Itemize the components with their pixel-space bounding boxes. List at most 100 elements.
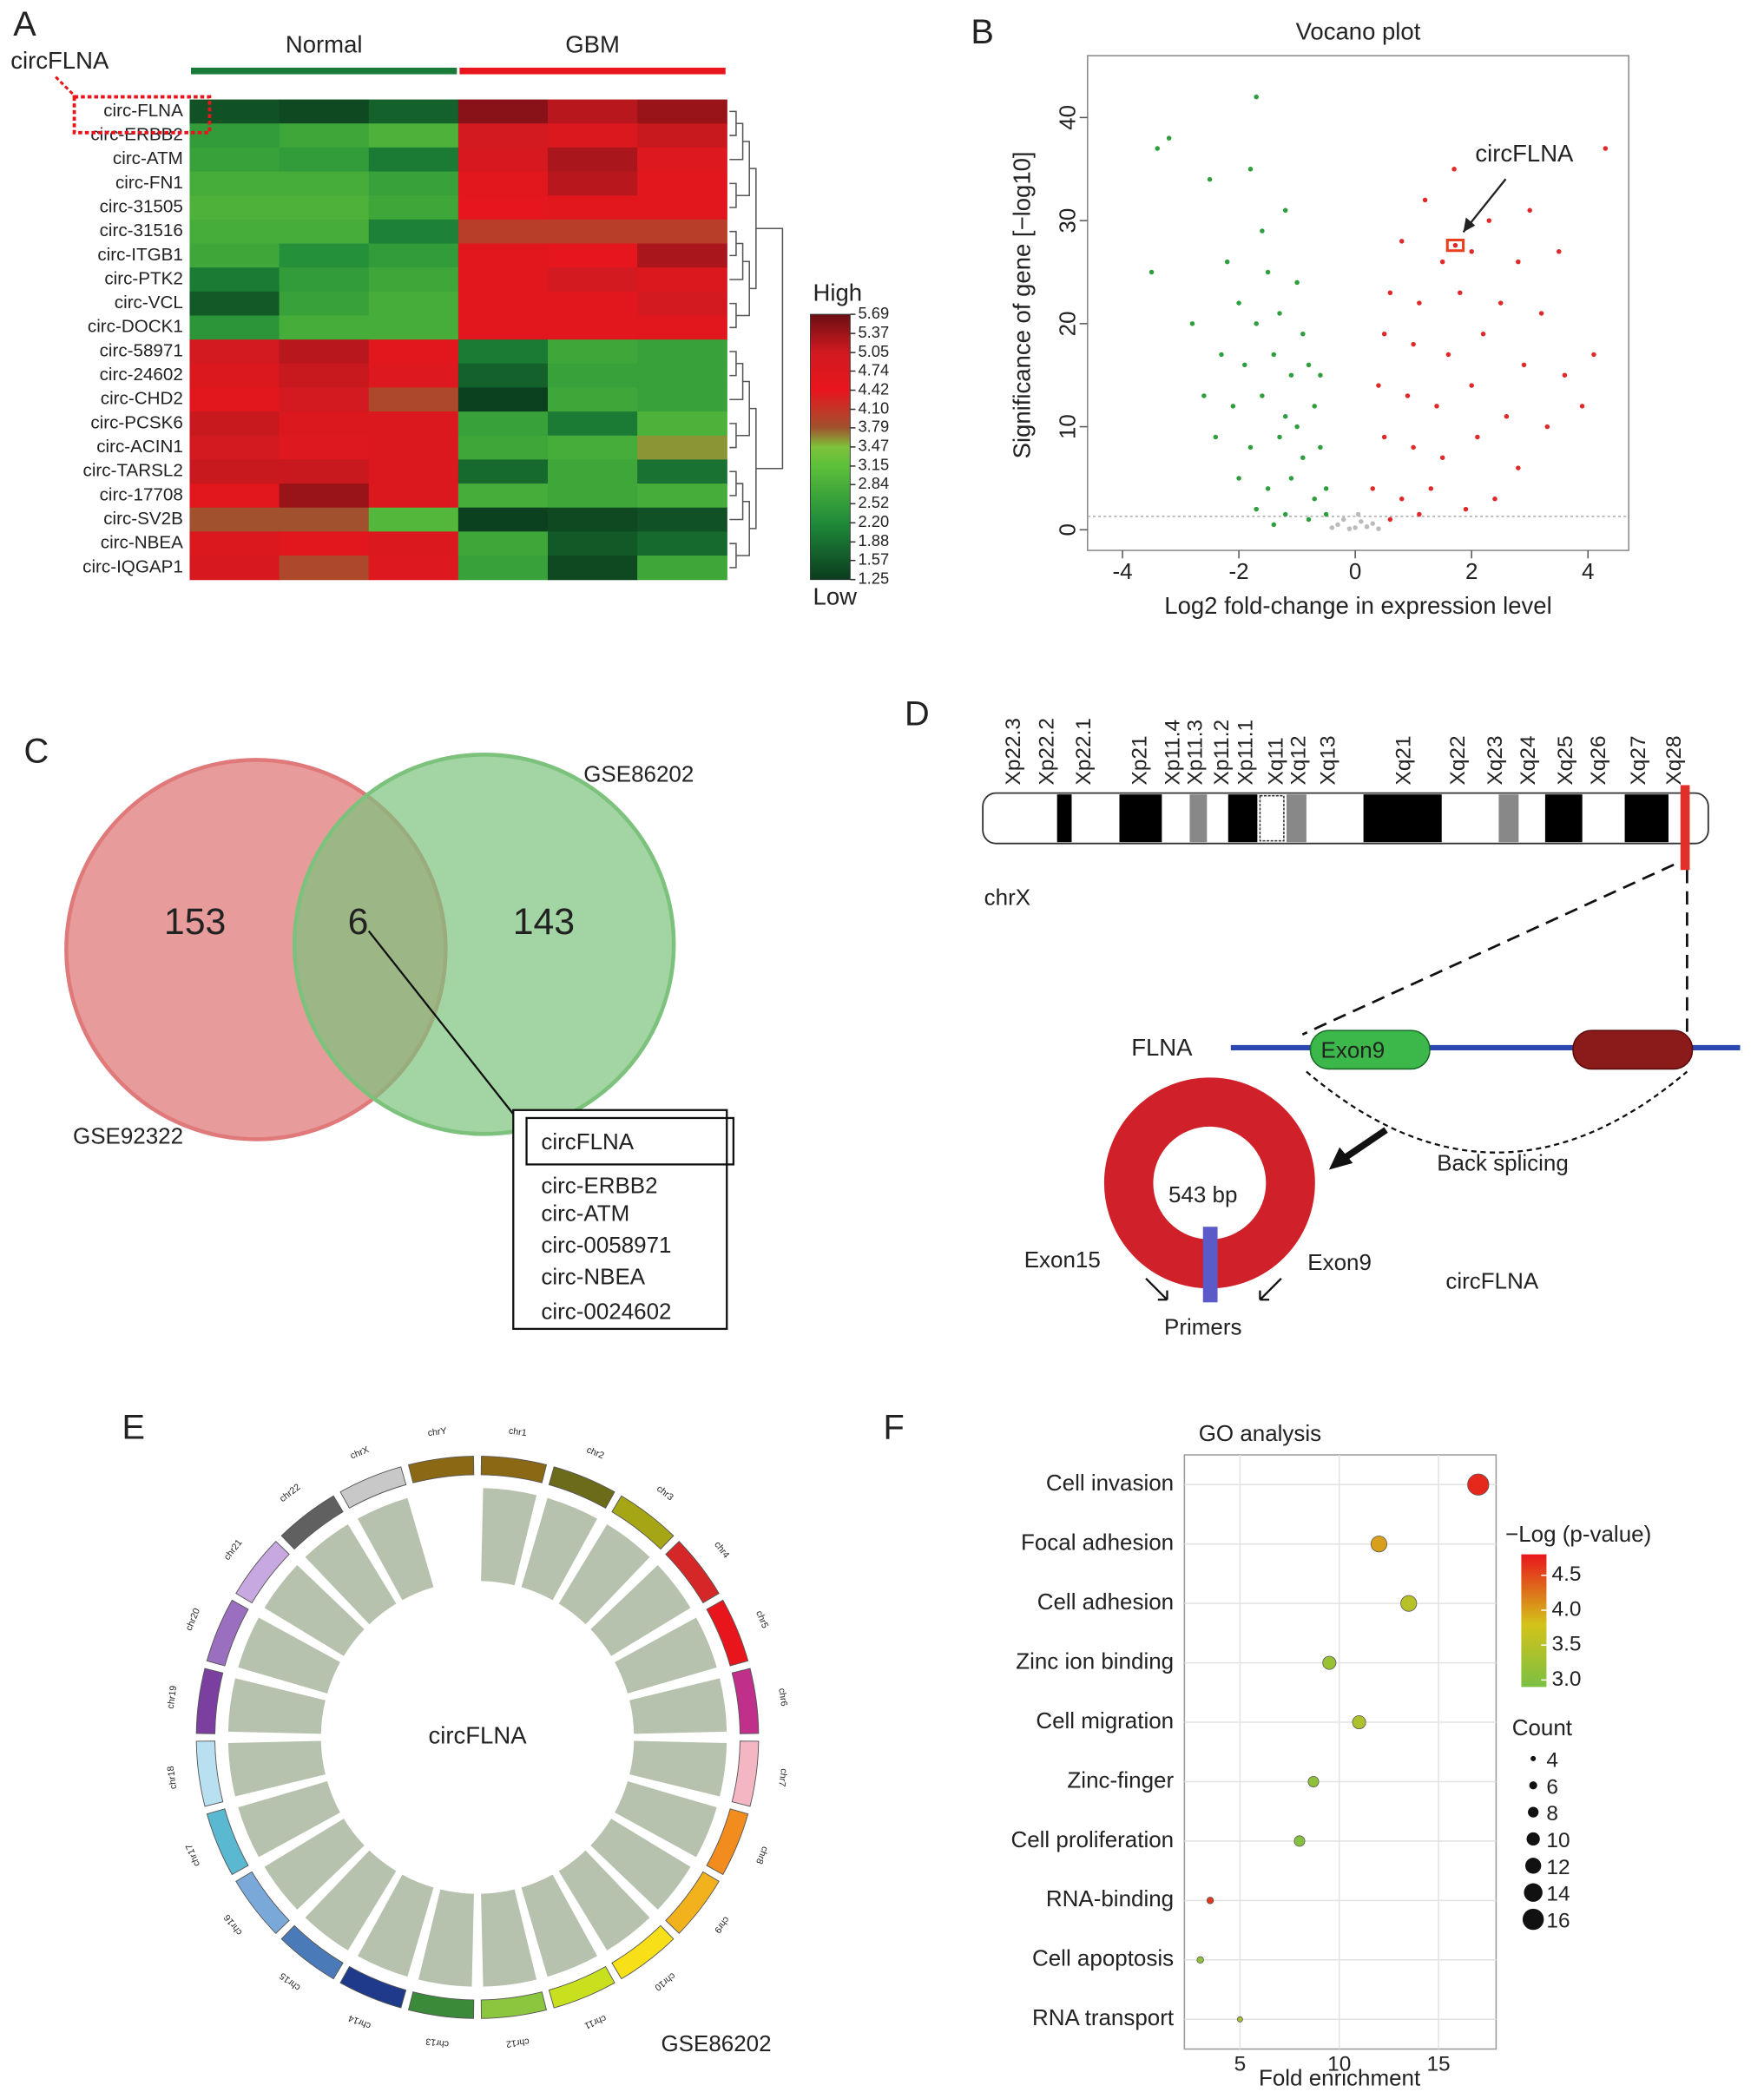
group-label: GBM bbox=[565, 31, 620, 58]
point bbox=[1439, 259, 1445, 265]
point bbox=[1364, 523, 1370, 530]
chromosome-segment bbox=[548, 1965, 615, 2009]
chromosome-segment bbox=[731, 1740, 760, 1807]
bubble bbox=[1370, 1536, 1388, 1553]
heat-cell bbox=[189, 99, 280, 124]
y-tick-label: 20 bbox=[1054, 311, 1080, 336]
heat-cell bbox=[457, 507, 549, 532]
point bbox=[1428, 486, 1434, 491]
band-label: Xp21 bbox=[1128, 735, 1151, 785]
colorbar-tick-label: 4.10 bbox=[858, 398, 889, 417]
point bbox=[1591, 352, 1596, 358]
size-legend-dot bbox=[1524, 1858, 1542, 1874]
heat-cell bbox=[637, 291, 727, 317]
heat-cell bbox=[189, 556, 280, 581]
heat-cell bbox=[457, 435, 549, 461]
heat-cell bbox=[368, 387, 459, 412]
heat-cell bbox=[279, 411, 370, 437]
track-sector bbox=[481, 1488, 537, 1586]
point bbox=[1201, 393, 1207, 398]
band-label: Xq13 bbox=[1316, 735, 1339, 785]
point bbox=[1544, 424, 1550, 430]
point bbox=[1230, 404, 1236, 409]
heat-cell bbox=[279, 531, 370, 556]
exon bbox=[1572, 1030, 1694, 1070]
heat-cell bbox=[547, 123, 638, 148]
point bbox=[1265, 269, 1271, 275]
track-sector bbox=[521, 1497, 597, 1601]
point bbox=[1399, 239, 1405, 244]
heat-cell bbox=[457, 484, 549, 509]
band bbox=[1056, 794, 1072, 843]
track-sector bbox=[238, 1781, 340, 1858]
track-sector bbox=[305, 1850, 397, 1951]
heat-cell bbox=[547, 171, 638, 196]
point bbox=[1521, 362, 1527, 368]
heat-cell bbox=[368, 315, 459, 340]
panel-letter: B bbox=[971, 13, 994, 51]
colorbar-tick-label: 3.15 bbox=[858, 456, 889, 474]
point bbox=[1353, 525, 1358, 530]
point bbox=[1417, 511, 1422, 517]
heat-cell bbox=[279, 99, 370, 124]
heat-cell bbox=[189, 507, 280, 532]
row-label: circ-31516 bbox=[100, 220, 183, 240]
heat-cell bbox=[279, 507, 370, 532]
bubble bbox=[1400, 1595, 1418, 1612]
chromosome-segment bbox=[280, 1924, 344, 1980]
band-label: Xq21 bbox=[1392, 735, 1415, 785]
y-tick-label: Zinc-finger bbox=[1067, 1766, 1174, 1793]
chromosome-segment bbox=[706, 1808, 749, 1876]
band-label: Xp11.2 bbox=[1210, 720, 1234, 786]
bubble bbox=[1467, 1473, 1490, 1496]
band bbox=[1286, 794, 1307, 843]
point bbox=[1236, 476, 1241, 481]
y-tick-label: Zinc ion binding bbox=[1016, 1648, 1174, 1674]
point bbox=[1219, 352, 1224, 358]
chromosome-label: chr18 bbox=[166, 1766, 179, 1790]
y-tick-label: Cell apoptosis bbox=[1032, 1945, 1174, 1971]
group-bar bbox=[459, 67, 726, 75]
circ-label: circFLNA bbox=[1445, 1267, 1538, 1293]
point bbox=[1359, 519, 1364, 524]
point bbox=[1516, 465, 1521, 470]
point bbox=[1254, 94, 1259, 100]
heat-cell bbox=[189, 315, 280, 340]
chart-title: Vocano plot bbox=[1296, 17, 1421, 44]
size-label: 543 bp bbox=[1168, 1181, 1237, 1207]
point bbox=[1323, 511, 1329, 517]
heat-cell bbox=[279, 195, 370, 220]
size-legend-label: 8 bbox=[1546, 1802, 1558, 1826]
size-legend-dot bbox=[1522, 1908, 1544, 1931]
band-label: Xq12 bbox=[1287, 735, 1311, 785]
colorbar bbox=[1521, 1554, 1547, 1687]
point bbox=[1469, 249, 1474, 254]
heat-cell bbox=[547, 411, 638, 437]
x-tick-label: -4 bbox=[1112, 558, 1132, 584]
chromosome-label: chr1 bbox=[508, 1426, 527, 1439]
point bbox=[1451, 167, 1457, 172]
size-legend-label: 12 bbox=[1546, 1856, 1570, 1879]
point bbox=[1346, 526, 1353, 531]
bubble bbox=[1307, 1775, 1320, 1787]
point bbox=[1355, 511, 1361, 517]
point bbox=[1387, 516, 1393, 523]
venn-count: 6 bbox=[348, 901, 369, 943]
heat-cell bbox=[547, 195, 638, 220]
chromosome-segment bbox=[548, 1466, 615, 1510]
heat-cell bbox=[189, 195, 280, 220]
chromosome-label: chr6 bbox=[776, 1687, 789, 1707]
heat-cell bbox=[547, 531, 638, 556]
chromosome-label: chr20 bbox=[184, 1607, 202, 1632]
point bbox=[1329, 525, 1335, 530]
point bbox=[1224, 259, 1230, 265]
band-label: Xp22.1 bbox=[1072, 718, 1096, 785]
row-label: circ-ACIN1 bbox=[96, 437, 183, 457]
point bbox=[1492, 496, 1497, 502]
point bbox=[1439, 455, 1445, 460]
chromosome-label: chr9 bbox=[712, 1914, 731, 1935]
venn-count: 143 bbox=[513, 901, 575, 943]
colorbar-tick-label: 4.5 bbox=[1552, 1562, 1582, 1586]
band-label: Xq23 bbox=[1484, 735, 1507, 785]
